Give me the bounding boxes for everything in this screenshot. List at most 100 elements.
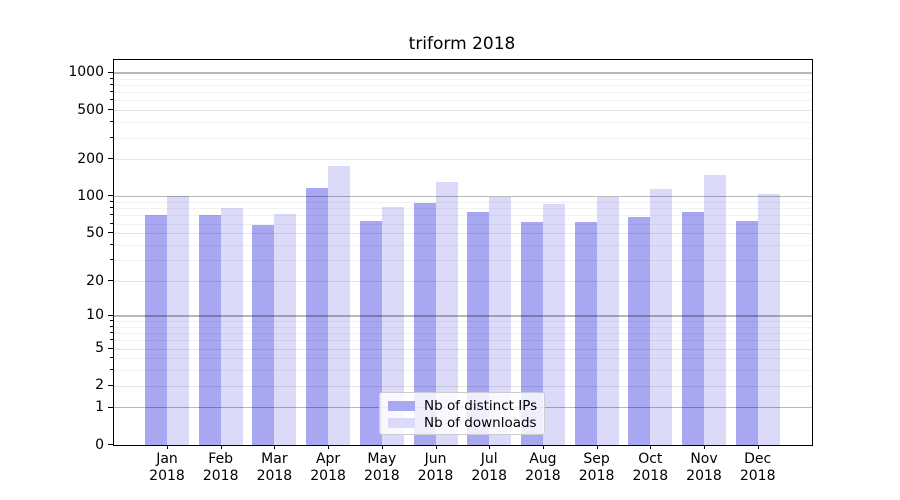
y-tick-label-500: 500 xyxy=(77,101,104,118)
y-minor-tick-900 xyxy=(110,77,113,79)
y-tick-100 xyxy=(108,195,113,197)
x-label-month: Dec xyxy=(744,451,772,467)
gridline-minor-3 xyxy=(114,370,812,372)
legend-item-distinct-ips: Nb of distinct IPs xyxy=(388,398,537,414)
y-tick-20 xyxy=(108,280,113,282)
legend-swatch-distinct-ips xyxy=(388,401,415,411)
y-minor-tick-90 xyxy=(110,201,113,203)
gridline-50 xyxy=(114,233,812,235)
x-label-year: 2018 xyxy=(149,468,185,484)
legend-label-downloads: Nb of downloads xyxy=(424,415,537,431)
x-label-year: 2018 xyxy=(739,468,776,484)
x-tick-label-dec: Dec 2018 xyxy=(728,451,788,485)
x-label-year: 2018 xyxy=(256,468,293,484)
x-tick-label-aug: Aug 2018 xyxy=(513,451,573,485)
bar-downloads-jan xyxy=(167,196,189,445)
y-minor-tick-700 xyxy=(110,91,113,93)
gridline-500 xyxy=(114,110,812,112)
bar-distinct-ips-jul xyxy=(467,211,490,445)
gridline-1000 xyxy=(114,72,812,74)
gridline-minor-40 xyxy=(114,245,812,246)
y-minor-tick-8 xyxy=(110,325,113,327)
x-tick-label-jul: Jul 2018 xyxy=(459,451,519,485)
gridline-100 xyxy=(114,195,812,198)
gridline-minor-4 xyxy=(114,358,812,360)
gridline-minor-600 xyxy=(114,100,812,102)
y-minor-tick-30 xyxy=(110,259,113,261)
x-tick-mar xyxy=(274,445,276,449)
bar-downloads-may xyxy=(381,207,404,445)
gridline-20 xyxy=(114,281,812,283)
x-label-month: Oct xyxy=(638,451,663,467)
x-tick-aug xyxy=(542,445,544,449)
bar-downloads-jun xyxy=(435,182,458,445)
x-tick-label-may: May 2018 xyxy=(352,451,412,485)
bar-distinct-ips-jan xyxy=(145,215,167,445)
bar-distinct-ips-apr xyxy=(306,187,329,445)
y-tick-label-2: 2 xyxy=(95,377,104,394)
y-tick-label-200: 200 xyxy=(77,150,104,167)
bar-downloads-mar xyxy=(274,213,297,445)
x-label-year: 2018 xyxy=(578,468,615,484)
x-tick-jun xyxy=(435,445,437,449)
bar-downloads-oct xyxy=(650,188,673,445)
y-minor-tick-60 xyxy=(110,222,113,224)
gridline-minor-6 xyxy=(114,340,812,342)
bar-distinct-ips-mar xyxy=(252,225,275,445)
y-tick-200 xyxy=(108,158,113,160)
gridline-minor-900 xyxy=(114,78,812,80)
x-label-year: 2018 xyxy=(202,468,239,484)
x-label-month: Jun xyxy=(424,451,447,467)
gridline-minor-70 xyxy=(114,215,812,217)
gridline-minor-800 xyxy=(114,84,812,86)
y-minor-tick-3 xyxy=(110,369,113,371)
bar-downloads-sep xyxy=(596,196,619,445)
chart-title: triform 2018 xyxy=(408,34,516,54)
x-tick-jul xyxy=(489,445,491,449)
bar-distinct-ips-aug xyxy=(520,221,543,445)
y-tick-label-5: 5 xyxy=(95,340,104,356)
gridline-10 xyxy=(114,315,812,317)
gridline-minor-7 xyxy=(114,333,812,335)
y-minor-tick-70 xyxy=(110,214,113,216)
y-tick-label-0: 0 xyxy=(95,436,104,453)
y-tick-label-1000: 1000 xyxy=(68,64,104,81)
y-tick-label-20: 20 xyxy=(86,272,104,289)
gridline-minor-9 xyxy=(114,320,812,322)
gridline-minor-8 xyxy=(114,326,812,328)
x-label-month: Aug xyxy=(529,451,557,467)
bar-downloads-dec xyxy=(757,193,780,445)
bar-downloads-aug xyxy=(542,204,565,445)
x-label-year: 2018 xyxy=(310,468,346,484)
bar-distinct-ips-oct xyxy=(628,216,651,445)
x-label-year: 2018 xyxy=(363,468,400,484)
bar-distinct-ips-may xyxy=(359,221,382,445)
x-label-month: Jan xyxy=(156,451,178,467)
x-label-month: Feb xyxy=(208,451,234,467)
bar-distinct-ips-nov xyxy=(682,211,704,445)
y-tick-label-1: 1 xyxy=(95,399,104,416)
x-tick-sep xyxy=(596,445,598,449)
x-label-year: 2018 xyxy=(525,468,561,484)
bar-downloads-feb xyxy=(220,208,243,445)
plot-area xyxy=(113,59,813,446)
gridline-minor-60 xyxy=(114,223,812,225)
x-label-year: 2018 xyxy=(686,468,722,484)
x-label-month: May xyxy=(367,451,397,467)
x-label-month: Jul xyxy=(480,451,498,467)
x-tick-apr xyxy=(328,445,330,449)
bar-downloads-jul xyxy=(489,196,512,445)
x-tick-label-jan: Jan 2018 xyxy=(137,451,197,485)
x-tick-may xyxy=(381,445,383,449)
legend: Nb of distinct IPs Nb of downloads xyxy=(379,392,545,435)
x-tick-jan xyxy=(167,445,168,449)
y-minor-tick-6 xyxy=(110,339,113,341)
y-minor-tick-400 xyxy=(110,121,113,123)
gridline-2 xyxy=(114,385,812,387)
y-tick-label-100: 100 xyxy=(77,187,104,204)
y-minor-tick-800 xyxy=(110,83,113,85)
x-label-month: Apr xyxy=(315,451,341,467)
y-tick-0 xyxy=(108,444,113,445)
x-label-year: 2018 xyxy=(471,468,507,484)
